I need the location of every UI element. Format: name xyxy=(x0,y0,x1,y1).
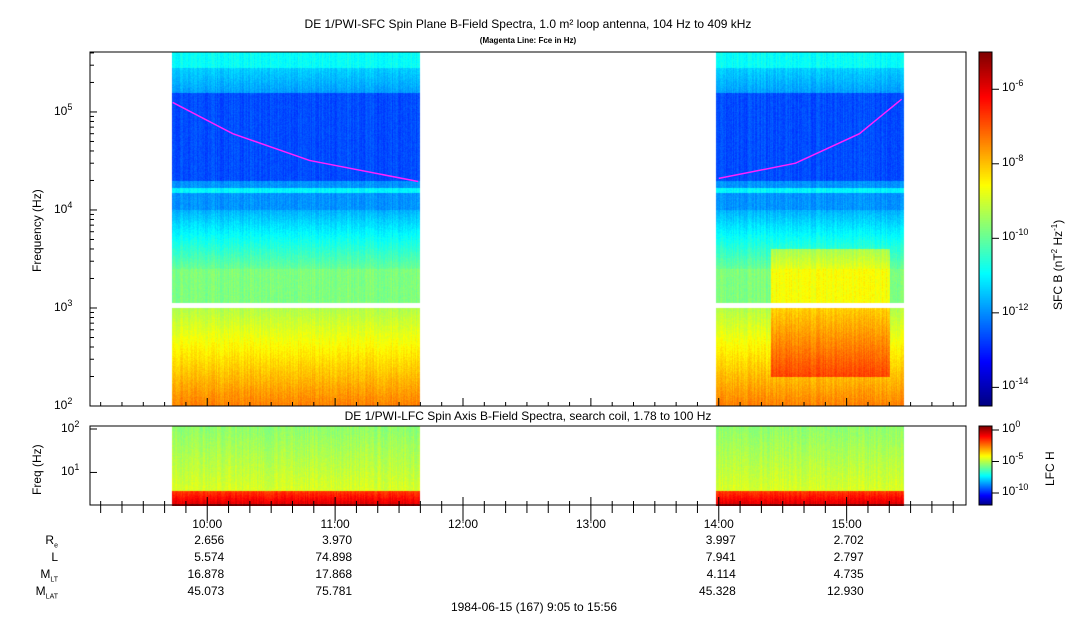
footer-date: 1984-06-15 (167) 9:05 to 15:56 xyxy=(451,600,617,614)
spectrogram-figure: DE 1/PWI-SFC Spin Plane B-Field Spectra,… xyxy=(0,0,1083,620)
ephemeris-value: 75.781 xyxy=(275,584,352,598)
lfc-ylabel: Freq (Hz) xyxy=(30,444,44,495)
ephemeris-value: 3.997 xyxy=(659,533,736,547)
ephemeris-value: 45.073 xyxy=(147,584,224,598)
x-tick-label: 10:00 xyxy=(192,517,222,531)
sfc-ytick-label: 104 xyxy=(54,200,72,216)
lfc-cbar-tick-label: 10-10 xyxy=(1002,482,1028,498)
sfc-cbar-tick-label: 10-8 xyxy=(1002,153,1023,169)
sfc-plot-frame xyxy=(90,52,966,406)
ephemeris-value: 12.930 xyxy=(787,584,864,598)
lfc-plot-frame xyxy=(90,426,966,505)
x-tick-label: 13:00 xyxy=(576,517,606,531)
lfc-colorbar-frame xyxy=(979,426,992,505)
ephemeris-value: 17.868 xyxy=(275,567,352,581)
sfc-cbar-tick-label: 10-12 xyxy=(1002,302,1028,318)
axes-layer xyxy=(0,0,1083,620)
ephemeris-value: 2.702 xyxy=(787,533,864,547)
ephemeris-value: 2.656 xyxy=(147,533,224,547)
fce-line-1 xyxy=(719,99,902,178)
sfc-colorbar-frame xyxy=(979,52,992,406)
lfc-cbar-tick-label: 100 xyxy=(1002,419,1020,435)
x-tick-label: 12:00 xyxy=(448,517,478,531)
sfc-ylabel: Frequency (Hz) xyxy=(30,189,44,272)
sfc-ytick-label: 102 xyxy=(54,396,72,412)
sfc-cbar-tick-label: 10-10 xyxy=(1002,227,1028,243)
ephemeris-value: 7.941 xyxy=(659,550,736,564)
ephemeris-value: 74.898 xyxy=(275,550,352,564)
sfc-ytick-label: 105 xyxy=(54,102,72,118)
ephemeris-value: 4.114 xyxy=(659,567,736,581)
ephemeris-value: 4.735 xyxy=(787,567,864,581)
fce-line-0 xyxy=(173,102,419,181)
ephemeris-value: 3.970 xyxy=(275,533,352,547)
sfc-cbar-tick-label: 10-6 xyxy=(1002,78,1023,94)
ephemeris-row-label: L xyxy=(26,550,58,564)
lfc-ytick-label: 102 xyxy=(61,419,79,435)
sfc-cbar-tick-label: 10-14 xyxy=(1002,376,1028,392)
x-tick-label: 15:00 xyxy=(832,517,862,531)
lfc-ytick-label: 101 xyxy=(61,462,79,478)
ephemeris-value: 2.797 xyxy=(787,550,864,564)
lfc-cbar-tick-label: 10-5 xyxy=(1002,451,1023,467)
ephemeris-value: 16.878 xyxy=(147,567,224,581)
ephemeris-value: 5.574 xyxy=(147,550,224,564)
sfc-ytick-label: 103 xyxy=(54,298,72,314)
ephemeris-value: 45.328 xyxy=(659,584,736,598)
ephemeris-row-label: MLT xyxy=(26,567,58,583)
x-tick-label: 14:00 xyxy=(704,517,734,531)
ephemeris-row-label: Re xyxy=(26,533,58,549)
sfc-colorbar-label: SFC B (nT2 Hz-1) xyxy=(1050,220,1065,310)
x-tick-label: 11:00 xyxy=(321,517,350,531)
lfc-colorbar-label: LFC H xyxy=(1043,451,1057,486)
ephemeris-row-label: MLAT xyxy=(26,584,58,600)
